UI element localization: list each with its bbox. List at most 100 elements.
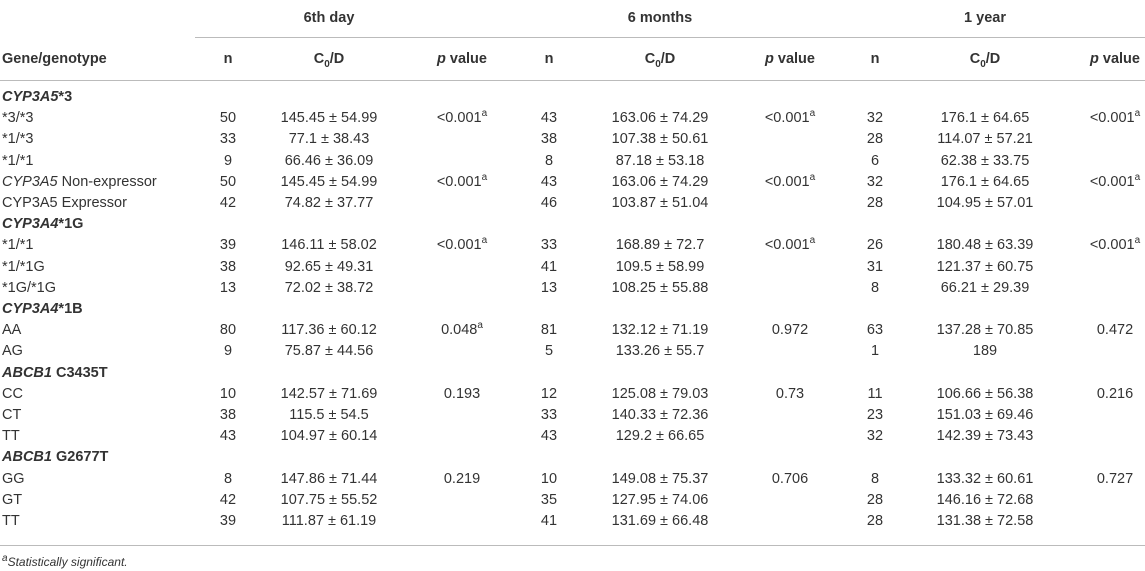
- table-cell-part: <0.001: [1089, 110, 1135, 127]
- column-header-part: /D: [985, 51, 1001, 67]
- table-cell: 137.28 ± 70.85: [937, 321, 1034, 339]
- section-title-part: *1B: [58, 301, 83, 317]
- column-header-part: C: [969, 51, 981, 67]
- table-cell-part: a: [481, 235, 488, 247]
- column-header-part: 0: [655, 58, 661, 70]
- row-label-text: *1/*3: [2, 131, 34, 148]
- table-cell-text: 8: [223, 470, 233, 487]
- table-cell: 41: [541, 258, 557, 276]
- group-rule: [195, 37, 1145, 38]
- table-cell: 0.706: [772, 470, 808, 488]
- section-title-part: *1G: [58, 216, 84, 233]
- table-cell-text: 111.87 ± 61.19: [281, 513, 377, 529]
- row-label-part: CYP3A5: [2, 173, 58, 190]
- table-cell-text: 66.46 ± 36.09: [284, 152, 374, 169]
- row-label: *1G/*1G: [2, 279, 56, 297]
- column-header: n: [871, 50, 880, 68]
- table-cell: 66.46 ± 36.09: [285, 152, 374, 170]
- table-cell-text: 114.07 ± 57.21: [937, 131, 1033, 148]
- table-cell-part: a: [481, 108, 488, 120]
- row-label: TT: [2, 512, 20, 530]
- table-cell-text: 106.66 ± 56.38: [936, 385, 1034, 402]
- table-cell-text: 32: [866, 173, 884, 190]
- table-cell-text: 46: [540, 195, 558, 211]
- table-cell: 33: [541, 236, 557, 254]
- table-cell-text: 133.26 ± 55.7: [615, 343, 705, 360]
- table-cell-text: 33: [540, 237, 558, 254]
- table-cell-part: a: [809, 108, 816, 120]
- group-header-text: 1 year: [964, 10, 1006, 26]
- table-cell-text: 145.45 ± 54.99: [280, 110, 378, 127]
- table-cell-text: 115.5 ± 54.5: [289, 407, 369, 423]
- table-cell: 43: [541, 173, 557, 191]
- column-header-part: /D: [329, 51, 345, 67]
- column-header: Gene/genotype: [2, 50, 107, 68]
- table-cell-text: 176.1 ± 64.65: [940, 173, 1030, 190]
- table-cell-text: 43: [219, 428, 237, 445]
- table-cell: 117.36 ± 60.12: [281, 321, 377, 339]
- table-cell-text: 23: [866, 407, 884, 423]
- table-cell-text: 142.39 ± 73.43: [936, 428, 1034, 445]
- table-cell-part: <0.001: [1089, 237, 1135, 254]
- table-cell: 106.66 ± 56.38: [937, 385, 1034, 403]
- table-cell: 10: [220, 385, 236, 403]
- table-cell-text: 180.48 ± 63.39: [936, 237, 1034, 254]
- footnote-part: a: [2, 553, 8, 564]
- table-cell: <0.001a: [765, 109, 815, 127]
- table-cell-text: 137.28 ± 70.85: [936, 322, 1034, 339]
- section-title-part: CYP3A5: [2, 89, 59, 105]
- table-cell: 87.18 ± 53.18: [616, 152, 705, 170]
- table-cell: 11: [867, 385, 882, 403]
- table-cell-part: <0.001: [764, 237, 810, 254]
- table-cell: 104.95 ± 57.01: [937, 194, 1034, 212]
- table-cell: 8: [871, 470, 879, 488]
- row-label: AG: [2, 342, 23, 360]
- table-cell-text: 11: [867, 385, 883, 402]
- table-cell: <0.001a: [437, 109, 487, 127]
- table-cell-text: 50: [219, 173, 237, 190]
- column-header: n: [545, 50, 554, 68]
- table-cell: 80: [220, 321, 236, 339]
- row-label: *1/*1G: [2, 258, 45, 276]
- column-header-part: 0: [980, 58, 986, 70]
- table-cell: 180.48 ± 63.39: [937, 236, 1034, 254]
- table-cell-text: 104.95 ± 57.01: [936, 195, 1034, 211]
- table-cell: 9: [224, 342, 232, 360]
- table-cell: 28: [867, 130, 883, 148]
- table-cell-text: 41: [540, 513, 558, 529]
- table-cell-text: 133.32 ± 60.61: [936, 470, 1034, 487]
- table-cell-text: 92.65 ± 49.31: [284, 258, 374, 275]
- table-cell: 132.12 ± 71.19: [612, 321, 709, 339]
- table-cell: 131.69 ± 66.48: [612, 512, 709, 530]
- table-cell: 8: [545, 152, 553, 170]
- table-cell: 13: [220, 279, 236, 297]
- table-cell: 0.472: [1097, 321, 1133, 339]
- table-cell-part: <0.001: [764, 173, 810, 190]
- table-cell: 38: [541, 130, 557, 148]
- table-cell-text: 146.11 ± 58.02: [281, 237, 377, 254]
- table-cell: 35: [541, 491, 557, 509]
- table-cell: 151.03 ± 69.46: [937, 406, 1034, 424]
- table-cell-text: 38: [219, 258, 237, 275]
- table-cell-text: 140.33 ± 72.36: [611, 407, 709, 423]
- column-header: p value: [765, 50, 815, 68]
- table-cell-text: 10: [540, 470, 558, 487]
- section-title: ABCB1 G2677T: [2, 448, 108, 466]
- table-cell-text: 38: [540, 131, 558, 148]
- table-cell: 28: [867, 512, 883, 530]
- group-header: 6 months: [628, 9, 692, 27]
- table-cell: 39: [220, 236, 236, 254]
- column-header-text: n: [223, 51, 233, 67]
- table-cell: 111.87 ± 61.19: [282, 512, 377, 530]
- row-label: *1/*3: [2, 130, 33, 148]
- table-cell: 81: [541, 321, 557, 339]
- table-cell: 163.06 ± 74.29: [612, 173, 709, 191]
- table-cell: 176.1 ± 64.65: [941, 109, 1030, 127]
- section-title-part: ABCB1: [2, 364, 52, 381]
- section-title: CYP3A5*3: [2, 88, 72, 106]
- section-title-part: ABCB1: [2, 449, 52, 466]
- table-cell-text: 35: [540, 491, 558, 508]
- table-cell-text: 42: [219, 195, 237, 211]
- table-cell-text: 38: [219, 407, 237, 423]
